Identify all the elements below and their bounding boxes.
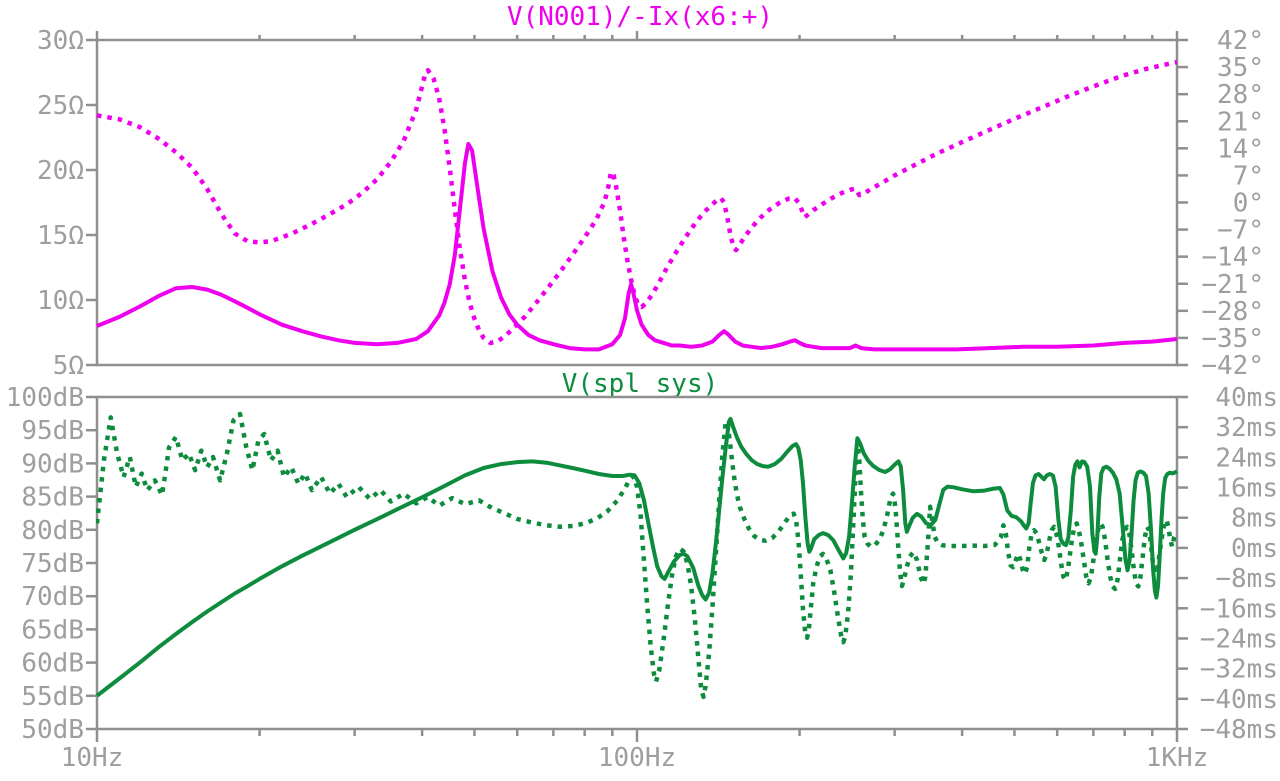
y-right-tick-label: −24ms [1200, 624, 1278, 654]
y-left-tick-label: 90dB [21, 449, 84, 479]
y-right-tick-label: 35° [1217, 53, 1264, 83]
y-right-tick-label: −16ms [1200, 594, 1278, 624]
y-right-tick-label: 0° [1233, 189, 1264, 219]
y-left-tick-label: 85dB [21, 483, 84, 513]
y-right-tick-label: 40ms [1215, 383, 1278, 413]
y-right-tick-label: −42° [1201, 351, 1264, 381]
x-axis-label: 100Hz [598, 743, 676, 773]
y-left-tick-label: 25Ω [37, 91, 84, 121]
pane2-title: V(spl_sys) [561, 369, 719, 399]
y-right-tick-label: −8ms [1215, 564, 1278, 594]
y-right-tick-label: 14° [1217, 134, 1264, 164]
y-left-tick-label: 55dB [21, 682, 84, 712]
y-right-tick-label: −14° [1201, 243, 1264, 273]
y-right-tick-label: −32ms [1200, 655, 1278, 685]
y-right-tick-label: 0ms [1231, 534, 1278, 564]
y-right-tick-label: −21° [1201, 270, 1264, 300]
x-axis-label: 10Hz [61, 743, 124, 773]
y-left-tick-label: 15Ω [37, 221, 84, 251]
y-left-tick-label: 20Ω [37, 156, 84, 186]
pane1-title: V(N001)/-Ix(x6:+) [506, 2, 774, 32]
y-left-tick-label: 80dB [21, 516, 84, 546]
y-right-tick-label: 42° [1217, 26, 1264, 56]
trace-spl-magnitude [96, 416, 1178, 698]
y-left-tick-label: 50dB [21, 715, 84, 745]
y-right-tick-label: 32ms [1215, 413, 1278, 443]
y-left-tick-label: 5Ω [53, 351, 84, 381]
y-left-tick-label: 60dB [21, 649, 84, 679]
y-right-tick-label: −48ms [1200, 715, 1278, 745]
y-right-tick-label: 24ms [1215, 443, 1278, 473]
y-right-tick-label: 21° [1217, 107, 1264, 137]
y-left-tick-label: 30Ω [37, 26, 84, 56]
y-right-tick-label: −7° [1217, 216, 1264, 246]
trace-impedance-phase [96, 59, 1178, 346]
y-right-tick-label: −28° [1201, 297, 1264, 327]
y-left-tick-label: 65dB [21, 615, 84, 645]
y-right-tick-label: 28° [1217, 80, 1264, 110]
x-axis-label: 1KHz [1146, 743, 1209, 773]
y-left-tick-label: 70dB [21, 582, 84, 612]
y-right-tick-label: 8ms [1231, 504, 1278, 534]
y-right-tick-label: 16ms [1215, 474, 1278, 504]
trace-impedance-magnitude [96, 142, 1178, 352]
y-left-tick-label: 10Ω [37, 286, 84, 316]
y-right-tick-label: −35° [1201, 324, 1264, 354]
pane-1: 30Ω25Ω20Ω15Ω10Ω5Ω42°35°28°21°14°7°0°−7°−… [37, 26, 1264, 381]
y-left-tick-label: 95dB [21, 416, 84, 446]
y-right-tick-label: 7° [1233, 161, 1264, 191]
y-left-tick-label: 100dB [6, 383, 84, 413]
y-left-tick-label: 75dB [21, 549, 84, 579]
pane-border [95, 395, 1179, 731]
trace-spl-delay [96, 411, 1178, 700]
y-right-tick-label: −40ms [1200, 685, 1278, 715]
